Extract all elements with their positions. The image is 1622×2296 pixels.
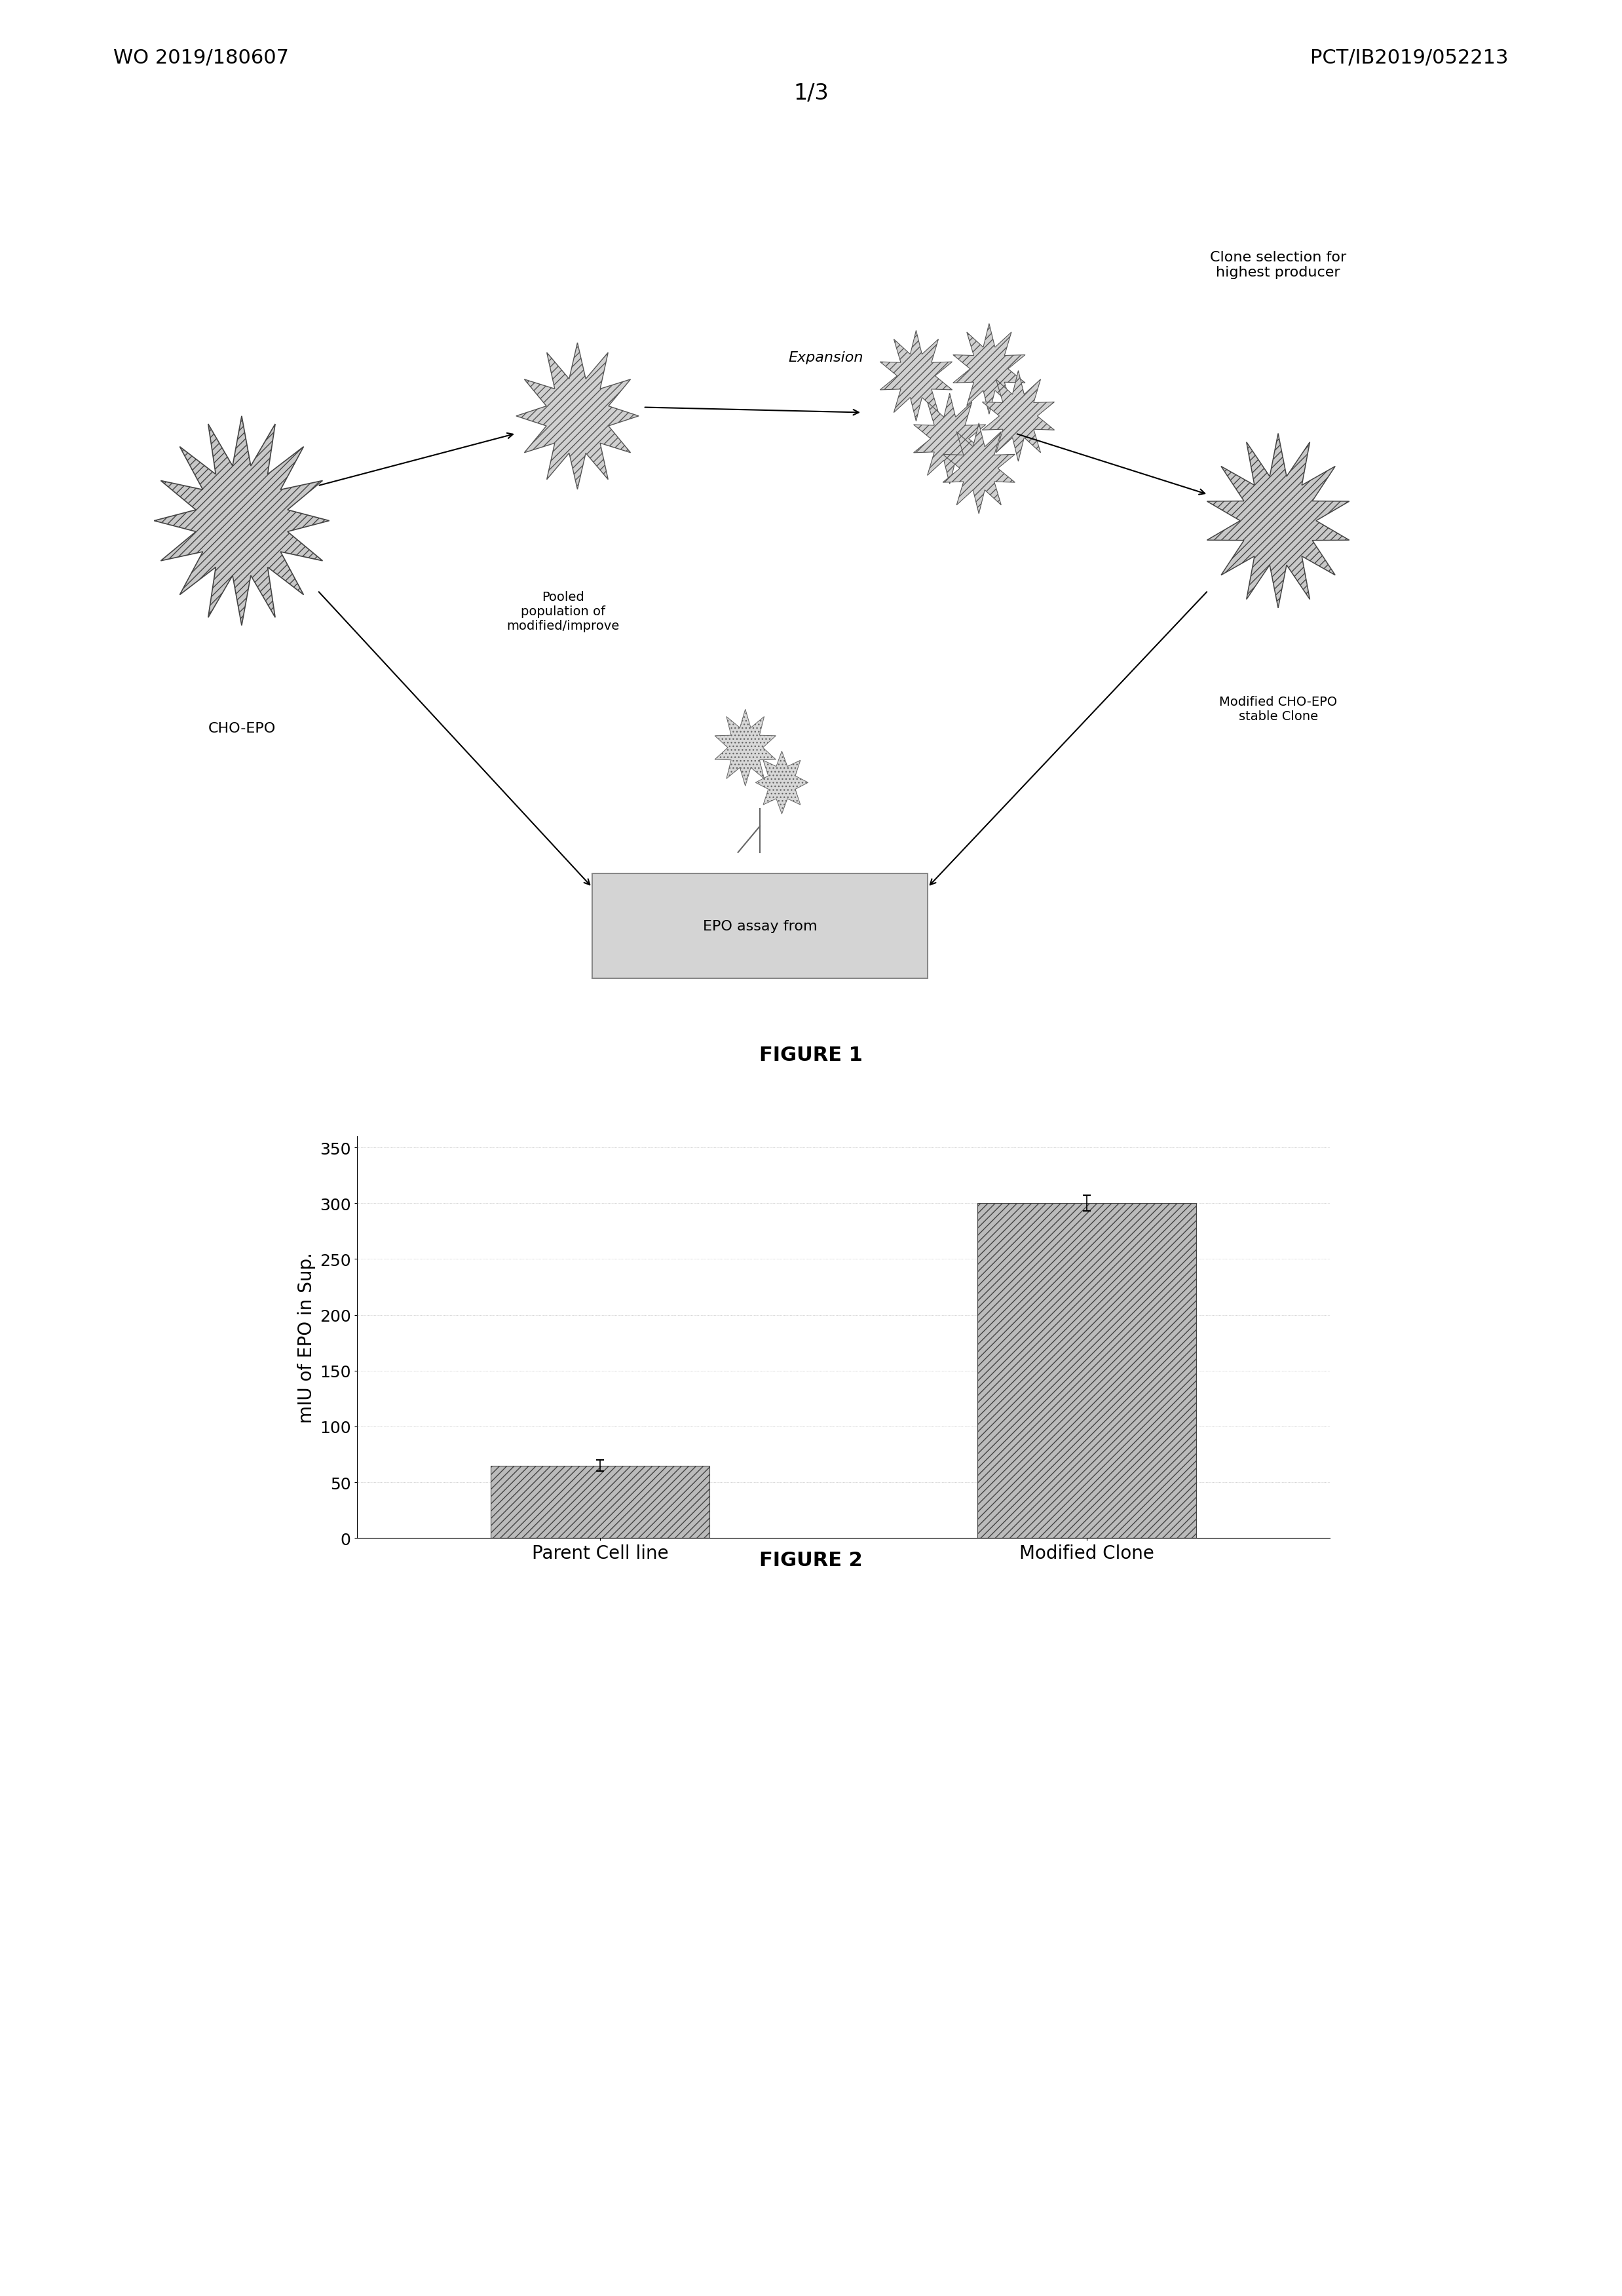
Text: Modified CHO-EPO
stable Clone: Modified CHO-EPO stable Clone: [1220, 696, 1337, 723]
Bar: [491, 1465, 710, 1538]
Polygon shape: [154, 416, 329, 627]
Y-axis label: mIU of EPO in Sup.: mIU of EPO in Sup.: [298, 1251, 316, 1424]
FancyBboxPatch shape: [592, 875, 928, 978]
Text: Clone selection for
highest producer: Clone selection for highest producer: [1210, 250, 1346, 280]
Polygon shape: [942, 422, 1015, 514]
Polygon shape: [1207, 434, 1350, 608]
Text: Pooled
population of
modified/improve: Pooled population of modified/improve: [506, 590, 620, 631]
Text: FIGURE 1: FIGURE 1: [759, 1045, 863, 1065]
Bar: [976, 1203, 1197, 1538]
Text: 1/3: 1/3: [793, 83, 829, 103]
Polygon shape: [913, 395, 986, 484]
Text: FIGURE 2: FIGURE 2: [759, 1550, 863, 1570]
Text: EPO assay from: EPO assay from: [702, 918, 817, 932]
Polygon shape: [715, 709, 775, 788]
Polygon shape: [756, 751, 808, 815]
Polygon shape: [983, 372, 1054, 461]
Text: CHO-EPO: CHO-EPO: [208, 721, 276, 735]
Polygon shape: [516, 342, 639, 489]
Polygon shape: [881, 331, 952, 422]
Text: PCT/IB2019/052213: PCT/IB2019/052213: [1311, 48, 1508, 67]
Text: Expansion: Expansion: [788, 351, 863, 365]
Polygon shape: [954, 324, 1025, 416]
Text: WO 2019/180607: WO 2019/180607: [114, 48, 289, 67]
